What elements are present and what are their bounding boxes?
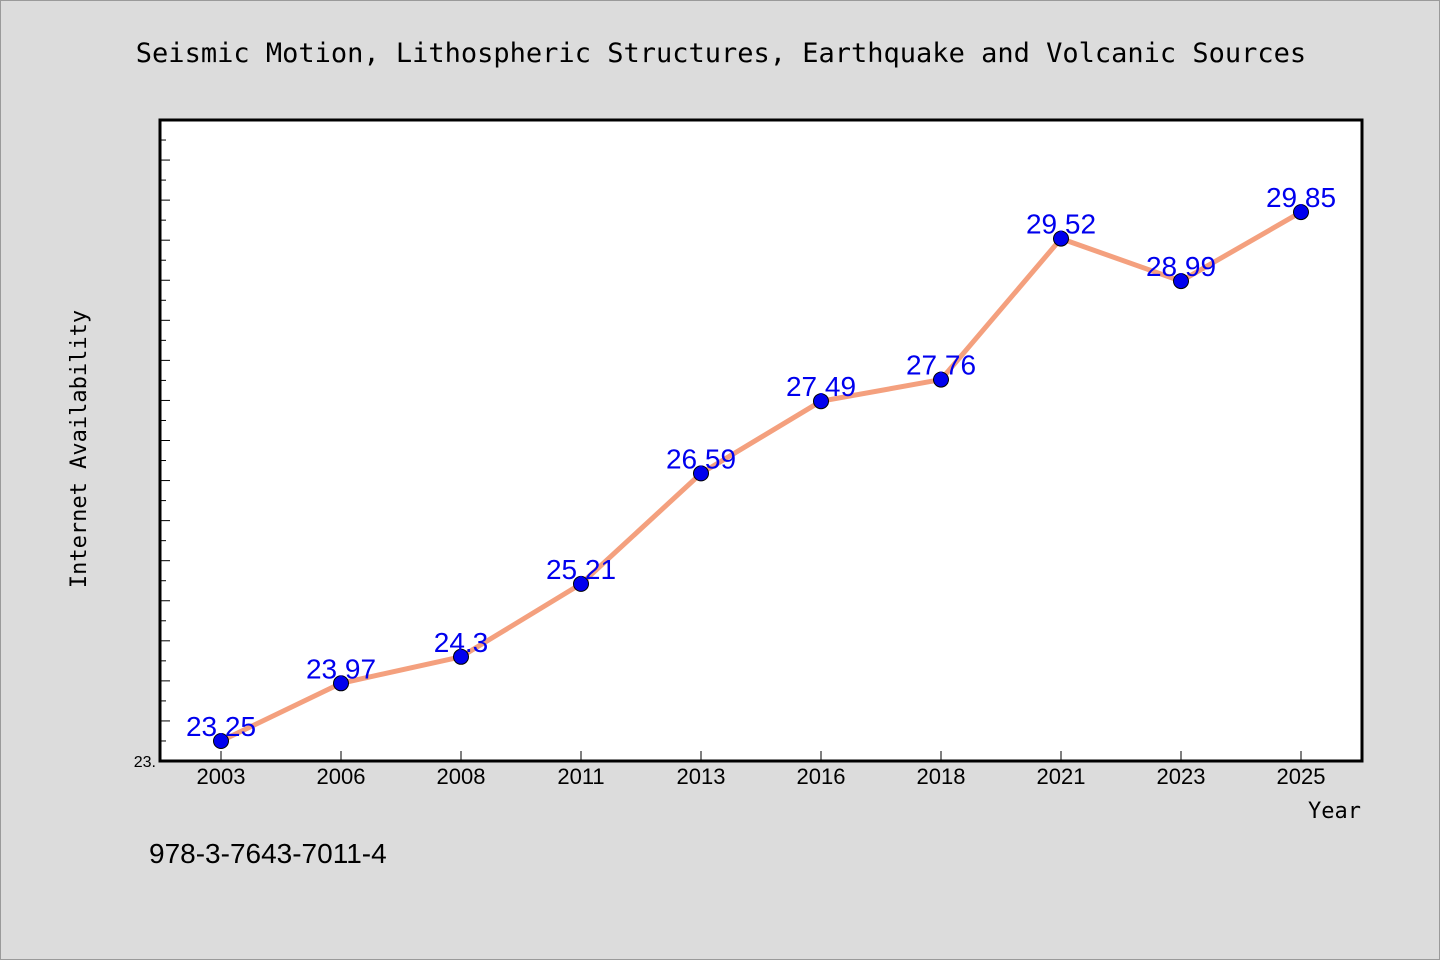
y-tick-label: 23. (134, 754, 156, 771)
chart-title: Seismic Motion, Lithospheric Structures,… (136, 38, 1306, 69)
y-axis-label: Internet Availability (67, 310, 92, 588)
data-label: 27.49 (786, 371, 856, 402)
data-label: 27.76 (906, 350, 976, 381)
x-tick-label: 2023 (1157, 764, 1206, 789)
y-axis-tick-labels: 23. (134, 754, 156, 771)
data-label: 26.59 (666, 443, 736, 474)
x-axis-label: Year (1308, 799, 1361, 824)
x-tick-label: 2013 (677, 764, 726, 789)
data-point (813, 393, 829, 410)
x-tick-label: 2018 (917, 764, 966, 789)
x-axis-tick-labels: 2003 2006 2008 2011 2013 2016 2018 2021 2023 2025 (197, 764, 1326, 789)
data-point (933, 371, 949, 388)
plot-area (158, 118, 1364, 763)
data-point (1173, 273, 1189, 290)
x-tick-label: 2006 (317, 764, 366, 789)
data-point (573, 575, 589, 592)
x-tick-label: 2025 (1277, 764, 1326, 789)
x-tick-label: 2003 (197, 764, 246, 789)
data-label: 23.97 (306, 653, 376, 684)
data-label: 28.99 (1146, 251, 1216, 282)
x-tick-label: 2016 (797, 764, 846, 789)
data-label: 25.21 (546, 554, 616, 585)
data-label: 29.85 (1266, 182, 1336, 213)
x-tick-label: 2008 (437, 764, 486, 789)
isbn-label: 978-3-7643-7011-4 (149, 838, 387, 869)
y-axis-ticks (160, 139, 170, 742)
x-tick-label: 2011 (557, 764, 604, 789)
data-label: 24.3 (434, 627, 489, 658)
data-point (453, 648, 469, 665)
data-point (1293, 204, 1309, 221)
data-point (693, 465, 709, 482)
data-label: 29.52 (1026, 209, 1096, 240)
data-labels: 23.25 23.97 24.3 25.21 26.59 27.49 27.76 29.52 2… (186, 182, 1336, 742)
data-point (1053, 230, 1069, 247)
x-axis-ticks (220, 751, 1302, 761)
data-point (213, 733, 229, 749)
series-line (218, 209, 1304, 744)
series-markers (213, 204, 1309, 749)
data-point (333, 675, 349, 692)
data-label: 23.25 (186, 711, 256, 742)
x-tick-label: 2021 (1037, 764, 1086, 789)
